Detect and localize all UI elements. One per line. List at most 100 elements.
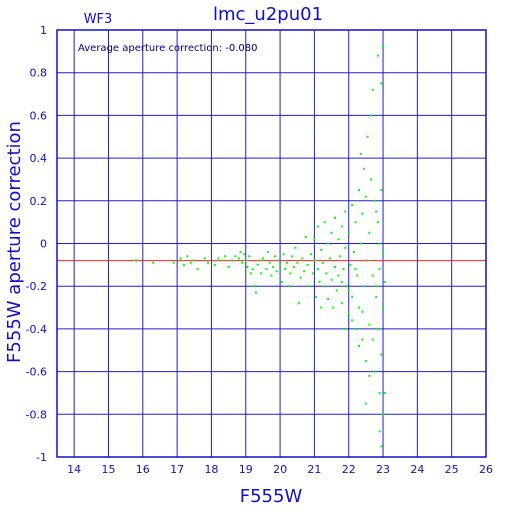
data-point [248,255,251,258]
data-point [203,257,206,260]
x-tick-label: 23 [376,463,390,476]
data-point [333,265,336,268]
data-points [134,46,386,448]
data-point [152,261,155,264]
data-point [382,253,385,256]
data-point [291,255,294,258]
data-point [234,255,237,258]
data-point [313,238,316,241]
data-point [289,272,292,275]
data-point [280,280,283,283]
data-point [196,268,199,271]
data-point [213,263,216,266]
x-tick-label: 16 [136,463,150,476]
data-point [246,265,249,268]
y-tick-labels: 1 0.8 0.6 0.4 0.2 0 -0.2 -0.4 -0.6 -0.8 -1 [26,24,47,464]
data-point [366,259,369,262]
data-point [231,259,234,262]
data-point [227,265,230,268]
x-tick-label: 18 [204,463,218,476]
grid-lines [57,29,487,458]
data-point [301,257,304,260]
data-point [358,344,361,347]
y-tick-label: 0.8 [30,67,48,80]
data-point [330,278,333,281]
data-point [378,242,381,245]
data-point [337,238,340,241]
data-point [320,248,323,251]
data-point [364,359,367,362]
data-point [318,280,321,283]
x-tick-label: 17 [170,463,184,476]
data-point [340,302,343,305]
data-point [277,259,280,262]
chart-subtitle: WF3 [84,12,113,27]
data-point [255,291,258,294]
data-point [294,246,297,249]
data-point [237,257,240,260]
data-point [265,268,268,271]
data-point [380,189,383,192]
data-point [347,231,350,234]
data-point [320,306,323,309]
data-point [375,210,378,213]
data-point [361,338,364,341]
data-point [339,255,342,258]
data-point [323,285,326,288]
data-point [383,280,386,283]
data-point [256,263,259,266]
x-axis-label: F555W [240,486,303,507]
data-point [340,280,343,283]
x-tick-label: 26 [479,463,493,476]
data-point [371,88,374,91]
data-point [182,263,185,266]
data-point [189,261,192,264]
y-tick-label: 1 [40,24,47,37]
data-point [251,268,254,271]
x-tick-label: 24 [410,463,424,476]
data-point [346,285,349,288]
data-point [261,257,264,260]
y-tick-label: 0 [40,238,47,251]
data-point [313,259,316,262]
data-point [327,242,330,245]
data-point [268,261,271,264]
data-point [303,270,306,273]
data-point [359,242,362,245]
data-point [356,274,359,277]
data-point [380,353,383,356]
data-point [299,276,302,279]
data-point [380,82,383,85]
x-tick-label: 14 [67,463,81,476]
data-point [258,259,261,262]
data-point [342,268,345,271]
y-tick-label: 0.6 [30,109,48,122]
data-point [382,306,385,309]
y-tick-label: -0.4 [26,323,47,336]
data-point [279,263,282,266]
data-point [376,327,379,330]
data-point [371,338,374,341]
chart-title: lmc_u2pu01 [213,4,323,25]
data-point [321,261,324,264]
data-point [354,268,357,271]
data-point [376,54,379,57]
data-point [368,374,371,377]
data-point [368,323,371,326]
y-tick-label: -1 [36,451,47,464]
data-point [378,430,381,433]
data-point [340,225,343,228]
data-point [335,289,338,292]
data-point [347,289,350,292]
data-point [354,327,357,330]
data-point [325,272,328,275]
x-tick-label: 25 [445,463,459,476]
y-tick-label: 0.4 [30,152,48,165]
data-point [260,272,263,275]
data-point [380,445,383,448]
data-point [333,216,336,219]
x-tick-label: 20 [273,463,287,476]
data-point [330,231,333,234]
data-point [297,302,300,305]
